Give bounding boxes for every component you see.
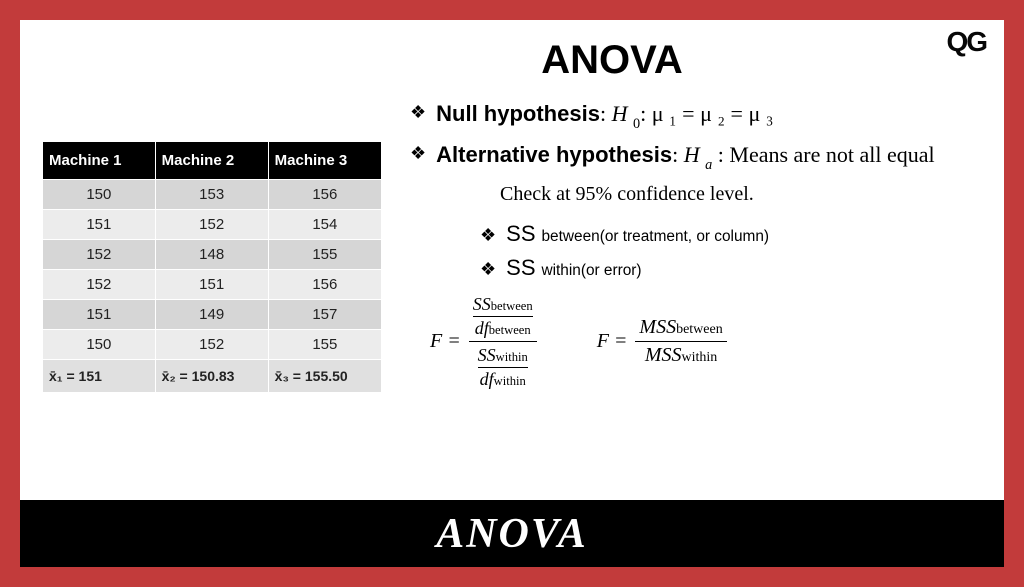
diamond-bullet-icon: ❖ — [480, 220, 496, 251]
sub-within: within — [682, 350, 718, 365]
ss-between-sub: between(or treatment, or column) — [542, 228, 770, 246]
cell: 155 — [268, 240, 381, 270]
mean-cell: x̄₂ = 150.83 — [155, 360, 268, 393]
mss-sym: MSS — [645, 344, 682, 366]
mean-cell: x̄₃ = 155.50 — [268, 360, 381, 393]
confidence-text: Check at 95% confidence level. — [500, 183, 982, 206]
cell: 154 — [268, 210, 381, 240]
sub-between: between — [489, 323, 531, 337]
f-formula-mss: F = MSSbetween MSSwithin — [597, 316, 727, 367]
cell: 156 — [268, 180, 381, 210]
diamond-bullet-icon: ❖ — [410, 97, 426, 128]
table-row: 151152154 — [43, 210, 382, 240]
content-row: Machine 1 Machine 2 Machine 3 150153156 … — [42, 93, 982, 393]
cell: 151 — [43, 210, 156, 240]
d-sym: d — [475, 318, 484, 338]
cell: 151 — [155, 270, 268, 300]
ss-symbol: SS — [506, 255, 535, 281]
f-formula-nested: F = SSbetween dfbetween — [430, 293, 537, 390]
cell: 152 — [43, 270, 156, 300]
null-expr: : μ ₁ = μ ₂ = μ ₃ — [640, 101, 773, 126]
table-row: 150152155 — [43, 330, 382, 360]
cell: 150 — [43, 180, 156, 210]
cell: 151 — [43, 300, 156, 330]
alt-expr: : Means are not all equal — [712, 142, 934, 167]
diamond-bullet-icon: ❖ — [480, 254, 496, 285]
formula-row: F = SSbetween dfbetween — [430, 293, 982, 390]
alt-label: Alternative hypothesis — [436, 142, 672, 167]
table-header-row: Machine 1 Machine 2 Machine 3 — [43, 142, 382, 180]
ss-sym: SS — [473, 294, 491, 314]
page-title: ANOVA — [242, 38, 982, 83]
slide-frame: QG ANOVA Machine 1 Machine 2 Machine 3 1… — [0, 0, 1024, 587]
mini-fraction-den: SSwithin dfwithin — [478, 345, 528, 390]
mss-sym: MSS — [639, 316, 676, 338]
h-sub: a — [705, 157, 712, 173]
cell: 153 — [155, 180, 268, 210]
h-sub: 0 — [633, 116, 640, 132]
col-header: Machine 2 — [155, 142, 268, 180]
cell: 149 — [155, 300, 268, 330]
table-row: 152151156 — [43, 270, 382, 300]
cell: 152 — [155, 210, 268, 240]
ss-within-sub: within(or error) — [542, 262, 642, 280]
equals: = — [447, 330, 461, 352]
cell: 148 — [155, 240, 268, 270]
table-row: 152148155 — [43, 240, 382, 270]
table-footer-row: x̄₁ = 151 x̄₂ = 150.83 x̄₃ = 155.50 — [43, 360, 382, 393]
sub-within: within — [494, 374, 526, 388]
null-hypothesis-line: ❖ Null hypothesis: H 0: μ ₁ = μ ₂ = μ ₃ — [410, 97, 982, 134]
cell: 156 — [268, 270, 381, 300]
data-table: Machine 1 Machine 2 Machine 3 150153156 … — [42, 141, 382, 393]
sub-within: within — [496, 350, 528, 364]
cell: 157 — [268, 300, 381, 330]
h-symbol: H — [612, 101, 628, 126]
cell: 150 — [43, 330, 156, 360]
ss-symbol: SS — [506, 221, 535, 247]
big-fraction: SSbetween dfbetween SSwithin — [469, 293, 537, 390]
diamond-bullet-icon: ❖ — [410, 138, 426, 169]
col-header: Machine 3 — [268, 142, 381, 180]
ss-sym: SS — [478, 345, 496, 365]
right-panel: ❖ Null hypothesis: H 0: μ ₁ = μ ₂ = μ ₃ … — [410, 93, 982, 390]
slide-body: QG ANOVA Machine 1 Machine 2 Machine 3 1… — [20, 20, 1004, 500]
h-symbol: H — [684, 142, 700, 167]
brand-logo: QG — [946, 26, 986, 58]
cell: 152 — [155, 330, 268, 360]
d-sym: d — [480, 369, 489, 389]
equals: = — [614, 330, 628, 352]
ss-within-line: ❖ SS within(or error) — [480, 254, 982, 285]
bottom-banner: ANOVA — [20, 500, 1004, 567]
null-label: Null hypothesis — [436, 101, 600, 126]
table-row: 151149157 — [43, 300, 382, 330]
table-row: 150153156 — [43, 180, 382, 210]
col-header: Machine 1 — [43, 142, 156, 180]
f-symbol: F — [597, 330, 609, 352]
sub-between: between — [676, 322, 723, 337]
mean-cell: x̄₁ = 151 — [43, 360, 156, 393]
ss-between-line: ❖ SS between(or treatment, or column) — [480, 220, 982, 251]
f-symbol: F — [430, 330, 442, 352]
sub-between: between — [491, 299, 533, 313]
cell: 152 — [43, 240, 156, 270]
mini-fraction-num: SSbetween dfbetween — [473, 294, 533, 339]
alt-hypothesis-line: ❖ Alternative hypothesis: H a : Means ar… — [410, 138, 982, 175]
bottom-title: ANOVA — [436, 510, 588, 558]
cell: 155 — [268, 330, 381, 360]
big-fraction: MSSbetween MSSwithin — [635, 316, 726, 367]
